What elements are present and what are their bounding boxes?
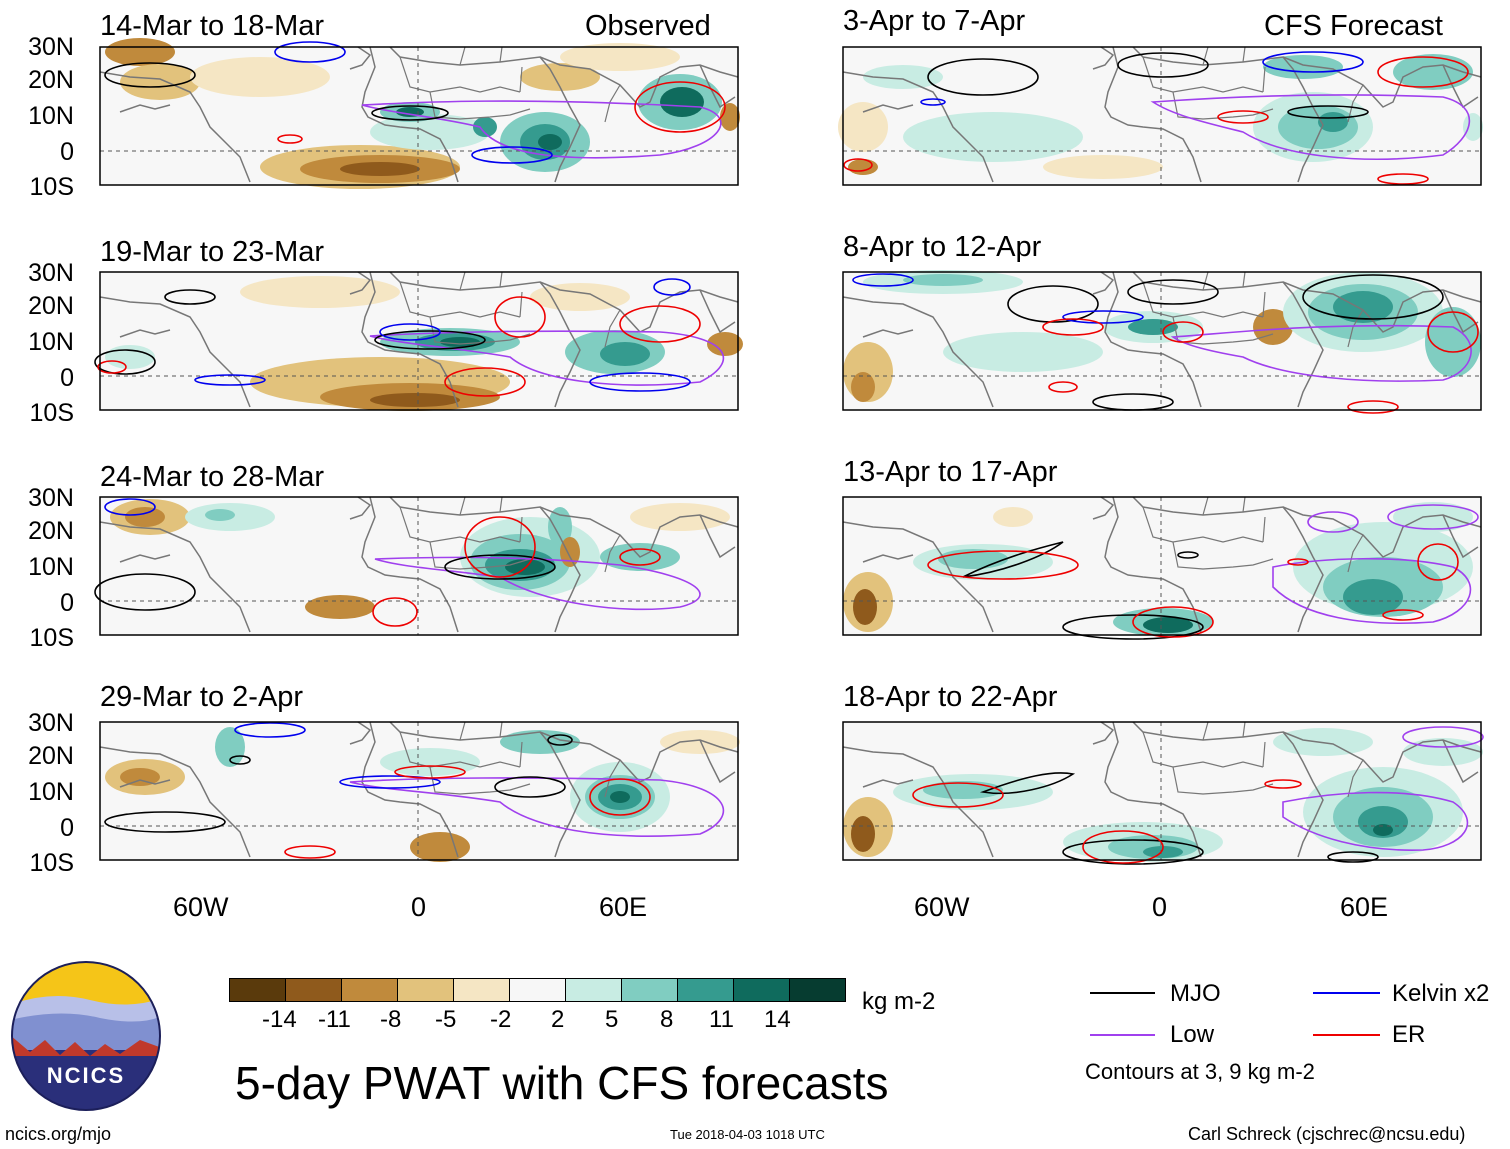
units-label: kg m-2 [862,988,936,1015]
colorbar-swatch-2 [285,978,342,1002]
map-panel-forecast-2 [842,270,1482,414]
line-legend [1090,992,1380,1036]
map-panels [94,38,1484,865]
forecast-label: CFS Forecast [1264,10,1443,42]
panel-right-1-title: 3-Apr to 7-Apr [843,5,1026,37]
footer-timestamp: Tue 2018-04-03 1018 UTC [670,1127,825,1142]
map-panel-forecast-3 [842,496,1482,640]
panel-left-1-title: 14-Mar to 18-Mar [100,10,325,42]
colorbar-swatch-10 [733,978,790,1002]
panel-left-2-title: 19-Mar to 23-Mar [100,236,325,268]
panel-right-2-title: 8-Apr to 12-Apr [843,231,1042,263]
panel-left-3-title: 24-Mar to 28-Mar [100,461,325,493]
map-panel-forecast-4 [842,721,1484,865]
panel-left-4-title: 29-Mar to 2-Apr [100,681,304,713]
footer-author: Carl Schreck (cjschrec@ncsu.edu) [1188,1124,1466,1144]
map-panel-observed-2 [94,271,743,411]
colorbar-swatch-4 [397,978,454,1002]
colorbar-swatch-5 [453,978,510,1002]
observed-label: Observed [585,10,711,42]
map-panel-observed-3 [94,496,739,636]
legend-low: Low [1170,1021,1215,1048]
panel-right-3-title: 13-Apr to 17-Apr [843,456,1058,488]
map-panel-forecast-1 [838,46,1483,186]
legend-er: ER [1392,1021,1426,1048]
footer-url: ncics.org/mjo [5,1124,112,1144]
main-title: 5-day PWAT with CFS forecasts [235,1057,889,1109]
map-panel-observed-1 [99,38,740,189]
colorbar-swatch-8 [621,978,678,1002]
colorbar-swatch-1 [229,978,286,1002]
legend-mjo: MJO [1170,980,1221,1007]
panel-right-4-title: 18-Apr to 22-Apr [843,681,1058,713]
colorbar [229,978,846,1002]
colorbar-swatch-9 [677,978,734,1002]
colorbar-swatch-3 [341,978,398,1002]
legend-kelvin: Kelvin x2 [1392,980,1490,1007]
ncics-logo: NCICS [11,961,161,1111]
colorbar-swatch-7 [565,978,622,1002]
logo-text: NCICS [47,1063,125,1088]
contours-note: Contours at 3, 9 kg m-2 [1085,1059,1315,1084]
colorbar-swatch-6 [509,978,566,1002]
map-panel-observed-4 [99,721,740,862]
colorbar-swatch-11 [789,978,846,1002]
